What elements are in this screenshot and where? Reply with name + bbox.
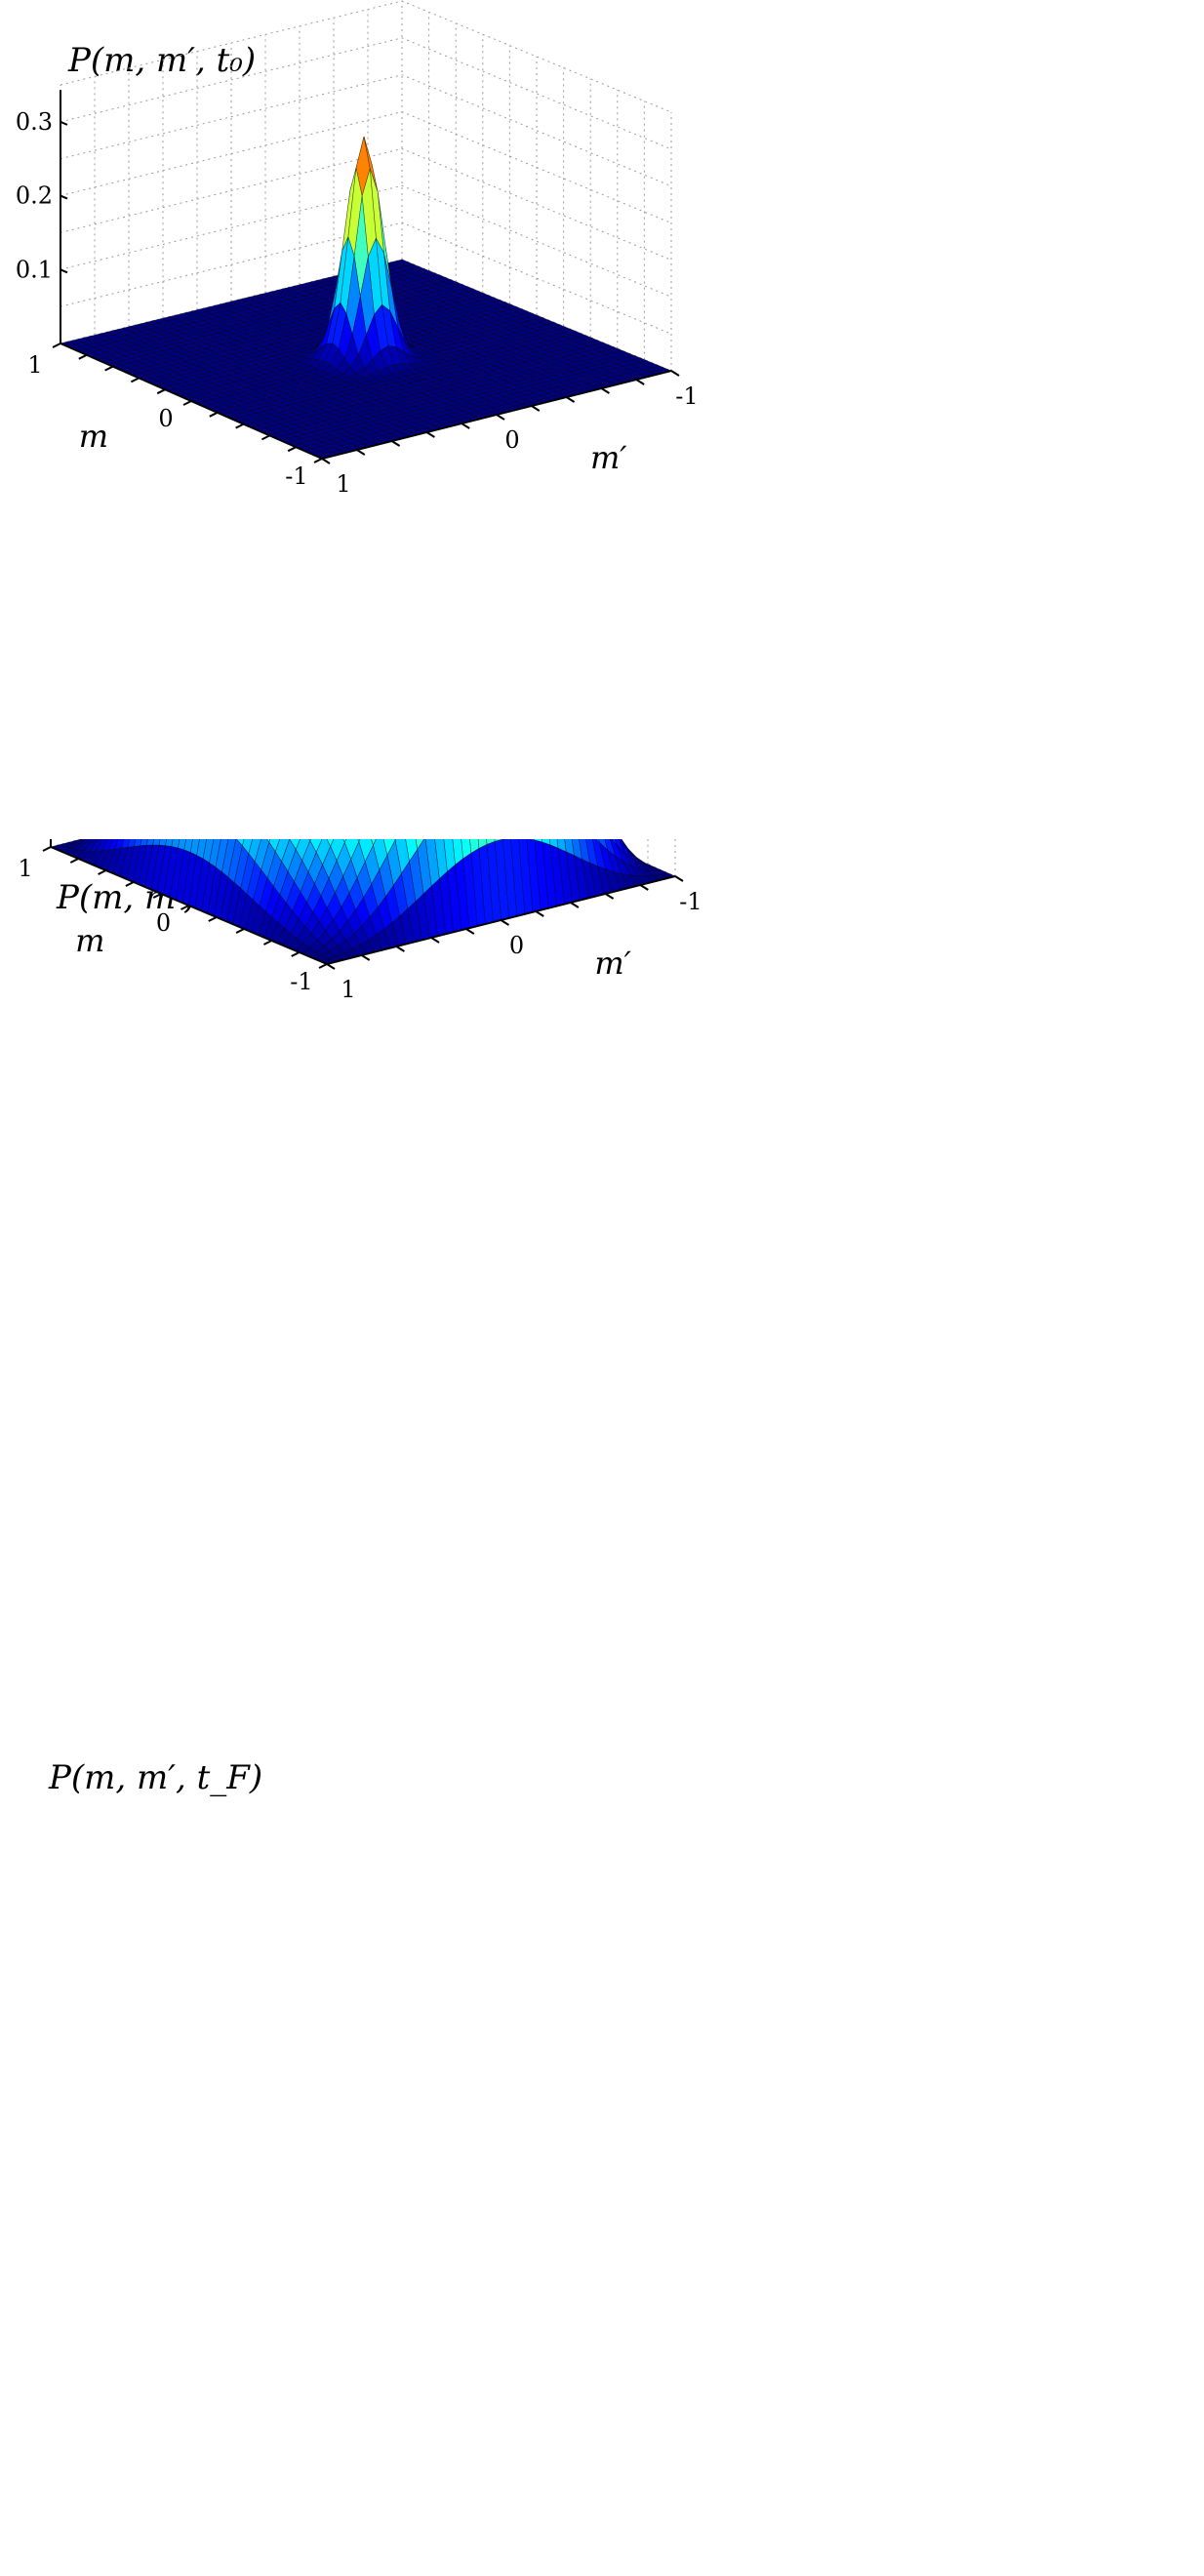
mprime-axis-label: m′ xyxy=(590,439,627,476)
surface xyxy=(60,136,672,460)
mprime-tick-label: 1 xyxy=(336,470,350,498)
surface-plot-t1: P(m, m′, t₁) 0.010.0210-110-1mm′ xyxy=(0,839,1204,1698)
mprime-tick-label: -1 xyxy=(675,382,698,410)
z-tick-label: 0.2 xyxy=(16,182,53,210)
m-tick-label: -1 xyxy=(290,968,312,995)
m-axis-label: m xyxy=(79,418,108,455)
mprime-tick-label: 0 xyxy=(504,426,519,454)
mprime-tick-label: 0 xyxy=(509,932,524,959)
m-tick-label: -1 xyxy=(285,463,307,490)
axes: 0.010.0210-110-1mm′ xyxy=(18,839,702,1003)
surface-plot-svg: 12310-110-1mm′ xyxy=(0,1717,1204,2576)
surface-plot-tF: P(m, m′, t_F) 12310-110-1mm′ xyxy=(0,1717,1204,2576)
z-tick-label: 0.1 xyxy=(16,256,53,283)
mprime-tick-label: 1 xyxy=(341,976,355,1003)
m-tick-label: 0 xyxy=(156,909,171,937)
z-tick-label: 0.3 xyxy=(16,108,53,136)
mprime-axis-label: m′ xyxy=(594,945,631,982)
m-tick-label: 1 xyxy=(18,855,32,882)
m-tick-label: 1 xyxy=(27,351,42,379)
surface-plot-svg: 0.010.0210-110-1mm′ xyxy=(18,839,702,1003)
mprime-tick-label: -1 xyxy=(679,888,702,915)
chart-title: P(m, m′, t_F) xyxy=(49,1758,263,1797)
surface xyxy=(50,839,676,965)
surface-plot-t0: P(m, m′, t₀) 0.1 0.2 0.3 1 0 -1 1 0 -1 m m′ xyxy=(0,0,1204,829)
chart-title: P(m, m′, t₀) xyxy=(68,41,257,80)
axes: 0.1 0.2 0.3 1 0 -1 1 0 -1 m m′ xyxy=(16,90,699,498)
surface-plot-svg: 0.1 0.2 0.3 1 0 -1 1 0 -1 m m′ xyxy=(16,0,699,498)
m-tick-label: 0 xyxy=(158,405,173,432)
m-axis-label: m xyxy=(75,922,104,959)
